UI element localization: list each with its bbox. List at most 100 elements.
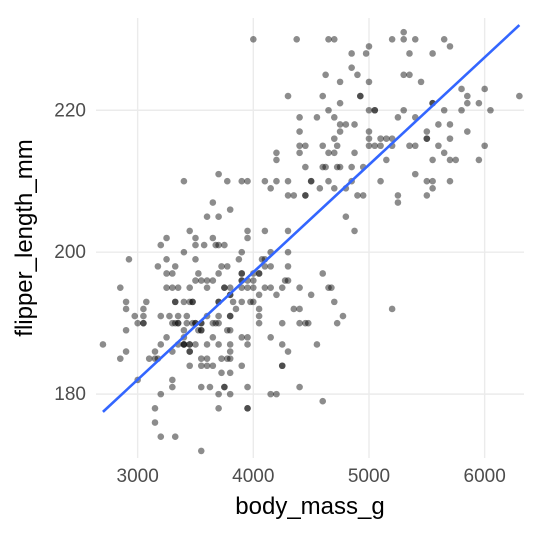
- data-point: [296, 320, 303, 327]
- data-point: [169, 320, 176, 327]
- data-point: [204, 362, 211, 369]
- data-point: [163, 235, 170, 242]
- data-point: [371, 142, 378, 149]
- data-point: [487, 107, 494, 114]
- data-point: [319, 93, 326, 100]
- data-point: [412, 36, 419, 43]
- data-point: [198, 384, 205, 391]
- data-point: [325, 150, 332, 157]
- data-point: [221, 284, 228, 291]
- data-point: [389, 36, 396, 43]
- data-point: [163, 284, 170, 291]
- data-point: [337, 121, 344, 128]
- data-point: [516, 93, 523, 100]
- y-tick-label: 220: [54, 100, 86, 121]
- data-point: [215, 391, 222, 398]
- data-point: [377, 142, 384, 149]
- data-point: [256, 320, 263, 327]
- data-point: [186, 341, 193, 348]
- data-point: [424, 192, 431, 199]
- data-point: [435, 142, 442, 149]
- data-point: [464, 93, 471, 100]
- data-point: [236, 256, 243, 263]
- data-point: [412, 142, 419, 149]
- data-point: [134, 320, 141, 327]
- data-point: [285, 348, 292, 355]
- data-point: [169, 377, 176, 384]
- data-point: [256, 270, 263, 277]
- data-point: [319, 398, 326, 405]
- data-point: [157, 391, 164, 398]
- data-point: [325, 284, 332, 291]
- data-point: [317, 185, 324, 192]
- data-point: [195, 270, 202, 277]
- data-point: [227, 313, 234, 320]
- data-point: [152, 419, 159, 426]
- data-point: [215, 405, 222, 412]
- data-point: [458, 86, 465, 93]
- data-point: [244, 228, 251, 235]
- data-point: [348, 164, 355, 171]
- data-point: [262, 284, 269, 291]
- data-point: [198, 448, 205, 455]
- data-point: [218, 355, 225, 362]
- data-point: [186, 362, 193, 369]
- data-point: [172, 299, 179, 306]
- data-point: [244, 178, 251, 185]
- data-point: [363, 50, 370, 57]
- data-point: [244, 284, 251, 291]
- data-point: [267, 185, 274, 192]
- data-point: [186, 348, 193, 355]
- data-point: [395, 199, 402, 206]
- data-point: [123, 306, 130, 313]
- data-point: [227, 370, 234, 377]
- data-point: [123, 348, 130, 355]
- data-point: [279, 284, 286, 291]
- data-point: [224, 178, 231, 185]
- data-point: [227, 348, 234, 355]
- data-point: [302, 164, 309, 171]
- data-point: [273, 291, 280, 298]
- data-point: [172, 433, 179, 440]
- data-point: [172, 263, 179, 270]
- data-point: [325, 107, 332, 114]
- data-point: [273, 157, 280, 164]
- data-point: [157, 341, 164, 348]
- data-point: [195, 327, 202, 334]
- data-point: [383, 135, 390, 142]
- data-point: [334, 320, 341, 327]
- data-point: [296, 114, 303, 121]
- data-point: [447, 178, 454, 185]
- data-point: [308, 178, 315, 185]
- y-tick-label: 200: [54, 242, 86, 263]
- data-point: [238, 299, 245, 306]
- y-axis-title: flipper_length_mm: [11, 139, 38, 336]
- data-point: [302, 142, 309, 149]
- data-point: [218, 263, 225, 270]
- data-point: [262, 178, 269, 185]
- data-point: [262, 228, 269, 235]
- data-point: [395, 192, 402, 199]
- data-point: [163, 270, 170, 277]
- data-point: [163, 334, 170, 341]
- data-point: [238, 362, 245, 369]
- data-point: [175, 284, 182, 291]
- data-point: [366, 107, 373, 114]
- data-point: [441, 107, 448, 114]
- data-point: [267, 263, 274, 270]
- x-tick-label: 5000: [348, 466, 390, 487]
- data-point: [215, 313, 222, 320]
- data-point: [334, 142, 341, 149]
- data-point: [233, 306, 240, 313]
- data-point: [227, 341, 234, 348]
- data-point: [204, 277, 211, 284]
- data-point: [224, 263, 231, 270]
- data-point: [204, 355, 211, 362]
- data-point: [224, 355, 231, 362]
- data-point: [406, 50, 413, 57]
- data-point: [357, 93, 364, 100]
- data-point: [424, 135, 431, 142]
- data-point: [296, 306, 303, 313]
- data-point: [406, 71, 413, 78]
- data-point: [400, 107, 407, 114]
